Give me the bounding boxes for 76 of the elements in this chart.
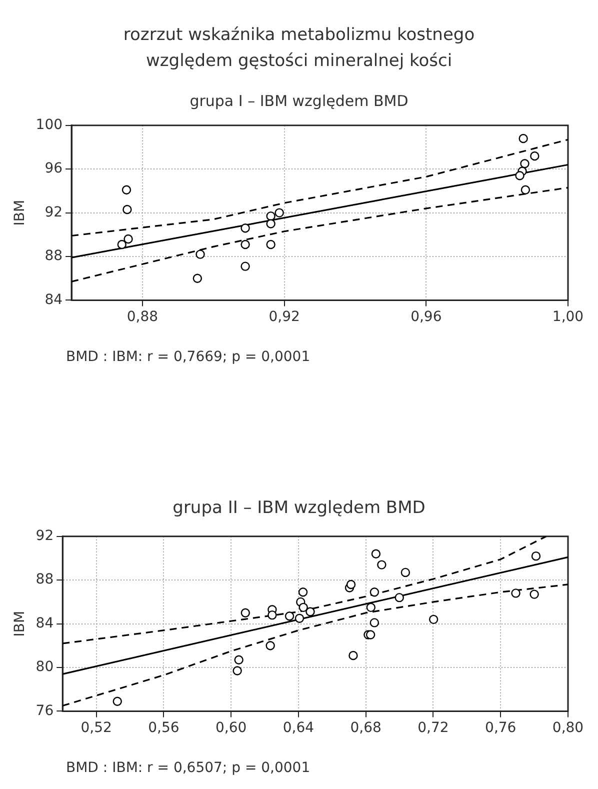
- point: [366, 602, 376, 612]
- point: [428, 614, 438, 624]
- y-tick-label: 88: [44, 248, 63, 264]
- x-tick-label: 0,64: [282, 720, 314, 736]
- point: [266, 240, 276, 250]
- point: [122, 204, 132, 214]
- point: [306, 607, 315, 616]
- y-tick-label: 84: [44, 292, 63, 308]
- x-tick-label: 0,88: [126, 309, 158, 326]
- point: [370, 618, 380, 628]
- x-tick-label: 0,68: [350, 720, 382, 736]
- x-tick-label: 0,56: [148, 720, 180, 736]
- point: [518, 134, 528, 144]
- point: [520, 185, 530, 194]
- point: [240, 240, 250, 250]
- text: BMD : IBM: r = 0,7669; p = 0,0001: [66, 349, 312, 365]
- y-axis-title: IBM: [12, 200, 28, 226]
- point: [511, 588, 520, 598]
- point: [531, 551, 541, 561]
- point: [240, 608, 250, 618]
- point: [117, 240, 126, 250]
- point: [520, 159, 530, 168]
- chart-title: rozrzut wskaźnika metabolizmu kostnego względem gęstości mineralnej kości: [122, 24, 476, 73]
- y-tick-label: 88: [36, 572, 54, 588]
- y-axis-title: IBM: [12, 610, 28, 637]
- line-series: [72, 186, 568, 282]
- point: [298, 588, 308, 597]
- point: [232, 666, 242, 676]
- point: [394, 592, 404, 602]
- y-tick-label: 76: [36, 702, 54, 719]
- point: [124, 234, 133, 244]
- line-series: [72, 138, 568, 237]
- x-tick-label: 0,60: [215, 720, 247, 736]
- point: [234, 655, 244, 664]
- x-tick-label: 0,76: [485, 720, 516, 736]
- point: [266, 641, 275, 650]
- x-tick-label: 0,92: [268, 309, 300, 326]
- point: [298, 602, 308, 612]
- point: [348, 650, 358, 660]
- point: [196, 250, 205, 259]
- point: [515, 171, 524, 180]
- chart-title: grupa II – IBM względem BMD: [172, 497, 426, 520]
- point: [400, 568, 410, 578]
- line-series: [62, 536, 547, 644]
- x-tick-label: 0,72: [418, 720, 449, 736]
- chart-subtitle: grupa I – IBM względem BMD: [188, 92, 410, 110]
- y-tick-label: 96: [44, 160, 63, 177]
- point: [274, 208, 284, 218]
- y-tick-label: 84: [36, 615, 54, 632]
- point: [266, 219, 276, 228]
- point: [192, 274, 202, 283]
- point: [371, 549, 381, 558]
- y-tick-label: 92: [36, 528, 54, 544]
- point: [112, 696, 122, 706]
- x-tick-label: 0,96: [410, 309, 442, 326]
- point: [240, 223, 250, 233]
- point: [530, 590, 539, 599]
- y-tick-label: 100: [36, 117, 63, 134]
- x-tick-label: 0,80: [552, 720, 584, 736]
- point: [284, 612, 294, 621]
- line-series: [62, 584, 568, 707]
- x-tick-label: 0,52: [80, 720, 112, 736]
- point: [240, 262, 250, 271]
- point: [530, 151, 540, 161]
- x-tick-label: 1,00: [552, 309, 584, 326]
- point: [268, 610, 277, 620]
- point: [366, 630, 376, 640]
- point: [122, 185, 132, 194]
- point: [377, 560, 386, 570]
- point: [266, 211, 276, 221]
- y-tick-label: 92: [44, 204, 63, 220]
- point: [294, 614, 304, 623]
- point: [370, 588, 380, 597]
- y-tick-label: 80: [36, 659, 54, 676]
- text: BMD : IBM: r = 0,6507; p = 0,0001: [66, 760, 312, 776]
- point: [346, 580, 356, 590]
